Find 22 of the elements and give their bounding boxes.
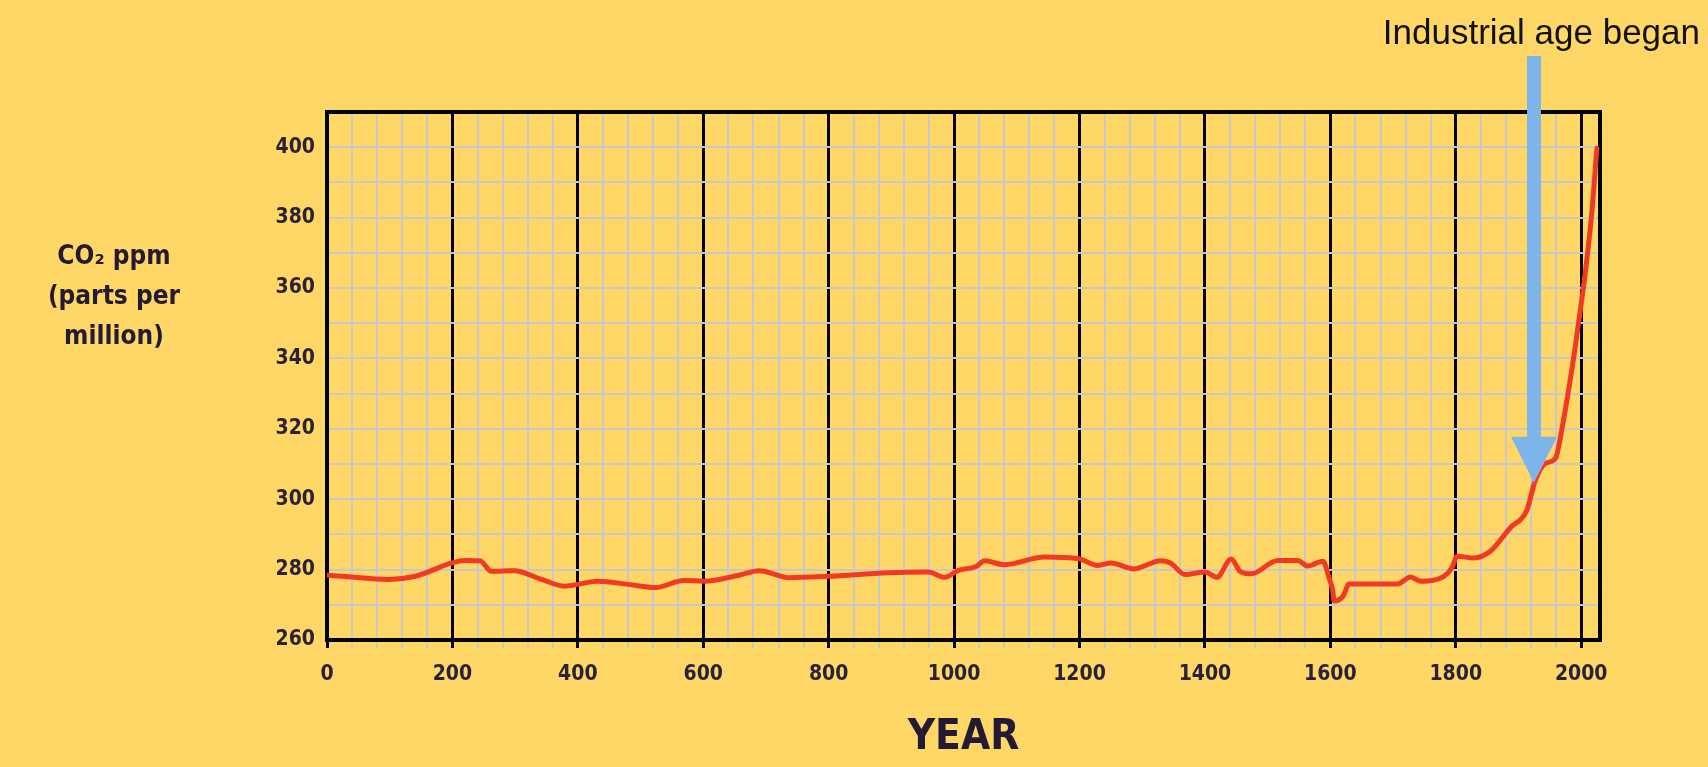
- x-axis-title: YEAR: [906, 709, 1020, 759]
- x-tick-label: 1200: [1053, 661, 1106, 686]
- y-tick-label: 260: [275, 626, 315, 651]
- y-tick-label: 320: [275, 415, 315, 440]
- y-tick-label: 300: [275, 485, 315, 510]
- x-tick-label: 1000: [927, 661, 981, 686]
- x-tick-label: 400: [558, 661, 598, 686]
- y-tick-label: 340: [275, 344, 315, 369]
- x-tick-label: 0: [320, 661, 334, 686]
- x-tick-label: 600: [683, 661, 723, 686]
- x-tick-label: 800: [808, 661, 849, 686]
- y-axis-title: CO₂ ppm (parts per million): [46, 239, 182, 352]
- y-tick-label: 380: [275, 204, 315, 229]
- x-tick-label: 2000: [1554, 661, 1608, 686]
- x-tick-label: 1600: [1304, 661, 1357, 686]
- y-tick-label: 280: [275, 556, 315, 581]
- x-tick-label: 1400: [1178, 661, 1232, 686]
- x-tick-label: 1800: [1429, 661, 1483, 686]
- x-tick-label: 200: [432, 661, 473, 686]
- y-tick-label: 400: [275, 133, 315, 158]
- text: Industrial age began: [1382, 12, 1700, 52]
- y-tick-label: 360: [275, 274, 315, 299]
